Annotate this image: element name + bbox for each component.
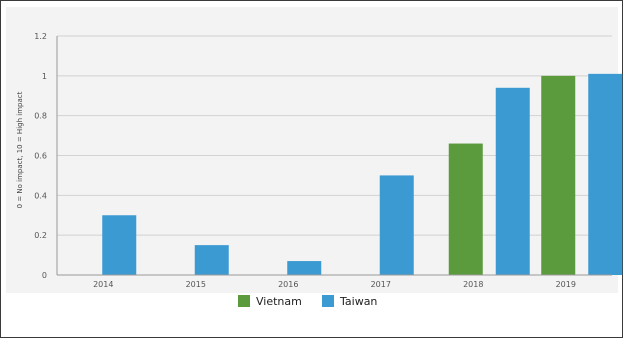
x-tick-label: 2019 (556, 280, 576, 289)
bar-taiwan-2015 (194, 245, 229, 275)
bar-taiwan-2017 (379, 175, 414, 275)
axes (56, 36, 612, 276)
y-tick-label: 0 (42, 271, 47, 280)
bar-taiwan-2016 (287, 261, 322, 275)
bar-vietnam-2019 (541, 75, 576, 275)
y-tick-label: 0.4 (34, 191, 47, 200)
legend-swatch-vietnam (238, 295, 250, 307)
y-tick-label: 1 (42, 72, 47, 81)
y-tick-label: 0.2 (34, 231, 47, 240)
legend-label-taiwan: Taiwan (339, 295, 377, 308)
bars (102, 73, 623, 276)
x-tick-label: 2016 (278, 280, 298, 289)
y-axis-label: 0 = No impact, 10 = High impact (16, 91, 24, 208)
x-tick-label: 2017 (371, 280, 391, 289)
legend: Vietnam Taiwan (238, 295, 377, 308)
x-tick-label: 2014 (93, 280, 113, 289)
y-tick-label: 0.8 (34, 112, 47, 121)
bar-taiwan-2014 (102, 215, 137, 275)
bar-taiwan-2019 (588, 73, 623, 275)
legend-swatch-taiwan (322, 295, 334, 307)
y-tick-label: 1.2 (34, 32, 47, 41)
bar-vietnam-2018 (448, 143, 483, 275)
bar-taiwan-2018 (495, 87, 530, 276)
x-tick-label: 2018 (463, 280, 483, 289)
x-tick-label: 2015 (186, 280, 206, 289)
legend-label-vietnam: Vietnam (256, 295, 302, 308)
x-tick-labels: 2014 2015 2016 2017 2018 2019 (93, 280, 576, 289)
y-tick-label: 0.6 (34, 152, 47, 161)
y-tick-labels: 0 0.2 0.4 0.6 0.8 1 1.2 (34, 32, 47, 280)
